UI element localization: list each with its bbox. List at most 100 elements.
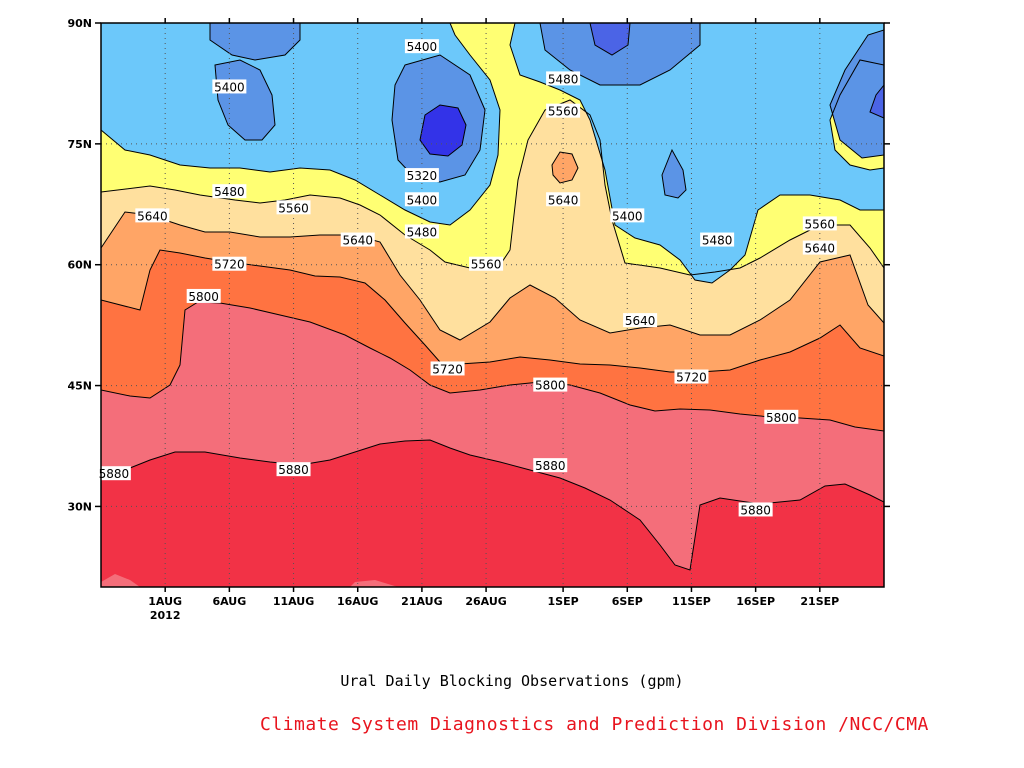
contour-label: 5480	[700, 232, 735, 248]
x-tick-label: 21AUG	[401, 595, 442, 608]
contour-label-box	[802, 240, 837, 255]
contour-label-text: 5480	[702, 234, 733, 248]
contour-label: 5560	[546, 103, 581, 119]
chart-title: Ural Daily Blocking Observations (gpm)	[340, 672, 684, 690]
contour-label: 5640	[340, 232, 375, 248]
contour-label-box	[546, 103, 581, 118]
contour-label-box	[700, 232, 735, 247]
contour-label-box	[340, 232, 375, 247]
contour-label-text: 5480	[548, 72, 579, 86]
contour-label: 5400	[404, 192, 439, 207]
x-tick-label: 1SEP	[548, 595, 579, 608]
x-tick-label: 11SEP	[672, 595, 711, 608]
contour-label-text: 5800	[188, 290, 219, 304]
contour-label-text: 5320	[407, 169, 438, 183]
x-year-label: 2012	[150, 609, 181, 622]
contour-label: 5640	[623, 313, 658, 328]
contour-label-text: 5800	[766, 411, 797, 425]
contour-label-box	[186, 288, 221, 303]
y-tick-label: 30N	[67, 500, 92, 513]
contour-label-box	[404, 192, 439, 207]
contour-label: 5400	[212, 79, 247, 94]
fill-5400-band-d	[540, 23, 700, 85]
contour-label: 5880	[533, 458, 568, 473]
contour-line-5480	[101, 23, 884, 284]
contour-label-box	[533, 377, 568, 392]
contour-label: 5800	[533, 377, 568, 393]
fill-5400-band-e	[662, 150, 686, 198]
x-tick-label: 6SEP	[612, 595, 643, 608]
contour-label: 5880	[96, 466, 131, 481]
contour-label-box	[623, 313, 658, 328]
fill-5320-band-b	[870, 85, 884, 118]
contour-label-box	[738, 502, 773, 517]
plot-frame	[100, 22, 885, 588]
contour-label-box	[546, 192, 581, 207]
contour-label-text: 5640	[342, 234, 373, 248]
contour-label-box	[212, 184, 247, 199]
contour-label-text: 5400	[407, 40, 438, 54]
x-tick-label: 1AUG	[148, 595, 182, 608]
contour-label: 5720	[430, 361, 465, 376]
contour-label-box	[469, 256, 504, 271]
y-tick-label: 45N	[67, 380, 92, 393]
credit-text: Climate System Diagnostics and Predictio…	[260, 714, 929, 735]
contour-line-5800	[101, 301, 884, 432]
contour-label-text: 5400	[214, 80, 245, 94]
contour-line-5640-island	[551, 151, 579, 184]
contour-label: 5480	[404, 224, 439, 239]
contour-fill-layer	[101, 23, 884, 587]
contour-label: 5880	[738, 502, 773, 517]
contour-label-box	[276, 200, 311, 215]
contour-label-text: 5880	[740, 503, 771, 517]
contour-label-box	[404, 168, 439, 183]
fill-below-5320	[420, 105, 466, 156]
contour-label-text: 5640	[548, 193, 579, 207]
contour-label: 5480	[212, 184, 247, 199]
contour-label-box	[430, 361, 465, 376]
contour-label-text: 5720	[214, 258, 245, 272]
contour-label-text: 5720	[676, 371, 707, 385]
contour-label-box	[96, 466, 131, 481]
fill-5640-island	[552, 152, 578, 183]
contour-label-box	[533, 458, 568, 473]
contour-label-text: 5480	[407, 225, 438, 239]
x-tick-label: 26AUG	[465, 595, 506, 608]
contour-label: 5480	[546, 71, 581, 86]
y-tick-label: 75N	[67, 138, 92, 151]
contour-label: 5560	[802, 216, 837, 231]
contour-label-text: 5640	[625, 314, 656, 328]
contour-label-box	[404, 39, 439, 54]
contour-label-text: 5800	[535, 379, 566, 393]
fill-above-5960-bottom	[101, 574, 140, 587]
contour-label-box	[212, 79, 247, 94]
contour-label: 5720	[674, 369, 709, 385]
fill-5400-band-a	[210, 23, 300, 60]
y-tick-label: 60N	[67, 259, 92, 272]
contour-line-5640	[101, 211, 884, 341]
contour-label: 5640	[802, 240, 837, 256]
contour-label-text: 5880	[278, 463, 309, 477]
contour-label-box	[674, 369, 709, 384]
x-tick-label: 21SEP	[800, 595, 839, 608]
contour-label: 5800	[186, 288, 221, 304]
contour-line-5320	[419, 23, 884, 157]
contour-label-box	[546, 71, 581, 86]
contour-label-box	[276, 462, 311, 477]
contour-label: 5640	[546, 192, 581, 207]
x-tick-label: 16AUG	[337, 595, 378, 608]
x-tick-label: 6AUG	[212, 595, 246, 608]
contour-label: 5400	[404, 39, 439, 54]
contour-label-box	[212, 256, 247, 271]
contour-label-text: 5560	[278, 201, 309, 215]
contour-label: 5560	[276, 200, 311, 215]
contour-label-text: 5720	[432, 362, 463, 376]
fill-5480-band	[101, 23, 884, 283]
contour-label: 5720	[212, 256, 247, 272]
contour-label-text: 5640	[805, 242, 836, 256]
contour-label-box	[404, 224, 439, 239]
contour-line-5400	[209, 23, 884, 199]
x-tick-label: 16SEP	[736, 595, 775, 608]
contour-label: 5400	[610, 208, 645, 223]
